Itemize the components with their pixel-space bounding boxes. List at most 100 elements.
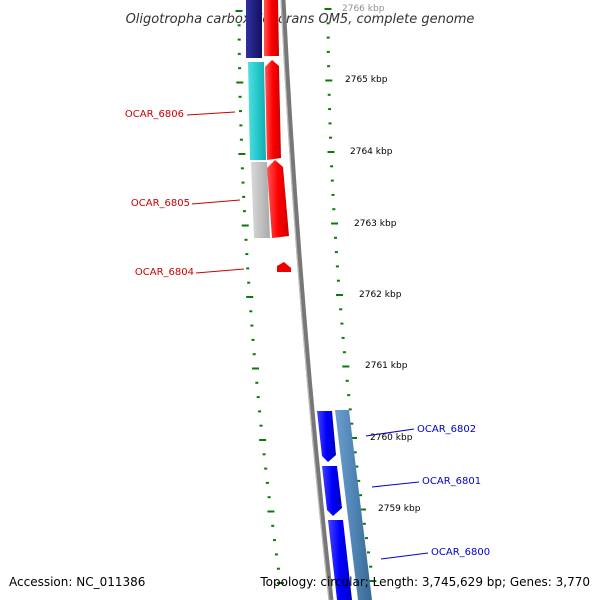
gene-arrow-ocar-6800 [328, 520, 352, 600]
gene-label: OCAR_6800 [431, 547, 490, 558]
gene-arrow-ocar-6805 [267, 160, 289, 238]
tick-mark [326, 50, 330, 53]
tick-mark [350, 437, 357, 439]
track-dot [255, 381, 259, 384]
track-dot [245, 253, 249, 256]
track-dot [239, 110, 242, 113]
track-dot [252, 353, 256, 356]
track-dot [251, 338, 255, 341]
gene-label: OCAR_6802 [417, 424, 476, 435]
tick-mark [340, 322, 344, 325]
track-dot [236, 81, 244, 84]
tick-mark [339, 308, 343, 311]
track-dot [271, 524, 275, 527]
tick-label: 2762 kbp [359, 290, 402, 300]
track-dot [249, 310, 253, 313]
track-dot [265, 481, 269, 484]
gene-gray-feature-ocar-6805 [251, 162, 270, 238]
tick-mark [341, 336, 345, 339]
tick-mark [326, 22, 330, 25]
map-title: Oligotropha carboxidovorans OM5, complet… [126, 12, 475, 27]
gene-label: OCAR_6805 [131, 198, 190, 209]
track-dot [237, 52, 241, 55]
track-dot [247, 281, 251, 284]
track-dot [240, 167, 244, 170]
gc-skew-track [235, 10, 284, 584]
track-dot [273, 539, 276, 542]
tick-mark [365, 537, 368, 540]
track-dot [256, 396, 260, 399]
gene-arrow-ocar-6802 [317, 411, 336, 462]
tick-mark [327, 65, 331, 68]
tick-label: 2759 kbp [378, 504, 421, 514]
tick-label: 2760 kbp [370, 433, 413, 443]
track-dot [274, 553, 278, 556]
tick-mark [334, 251, 338, 254]
tick-mark [328, 122, 332, 125]
tick-mark [336, 279, 340, 282]
tick-mark [353, 451, 357, 454]
tick-label: 2761 kbp [365, 361, 408, 371]
tick-mark [330, 179, 334, 182]
tick-mark [348, 408, 352, 411]
track-dot [241, 181, 245, 184]
gene-navy-feature [246, 0, 262, 58]
tick-mark [325, 79, 333, 82]
tick-mark [355, 465, 359, 468]
tick-label: 2766 kbp [342, 4, 385, 14]
track-dot [262, 453, 266, 456]
forward-features [264, 0, 352, 600]
gene-arrow-ocar-6806 [265, 60, 281, 160]
track-dot [259, 424, 263, 427]
track-dot [238, 153, 246, 155]
accession-text: Accession: NC_011386 [9, 575, 146, 589]
track-dot [241, 224, 249, 227]
track-dot [238, 95, 242, 98]
track-dot [246, 267, 250, 270]
tick-mark [345, 379, 349, 382]
tick-mark [369, 565, 373, 568]
track-dot [246, 296, 254, 298]
tick-mark [331, 222, 339, 225]
gene-arrow-top [264, 0, 279, 56]
track-dot [237, 24, 241, 27]
track-dot [238, 67, 242, 70]
track-dot [235, 10, 243, 12]
tick-mark [350, 422, 354, 425]
tick-mark [334, 236, 337, 239]
track-dot [267, 496, 271, 499]
tick-mark [359, 508, 366, 511]
gene-label-line [380, 552, 429, 560]
tick-labels: 2766 kbp 2765 kbp 2764 kbp 2763 kbp 2762… [342, 4, 421, 514]
tick-mark [359, 494, 363, 497]
tick-mark [336, 294, 343, 296]
gene-labels: OCAR_6806 OCAR_6805 OCAR_6804 OCAR_6802 … [125, 109, 490, 560]
tick-mark [327, 93, 331, 96]
gene-label-line [191, 199, 241, 205]
gene-label-line [365, 428, 415, 437]
tick-mark [332, 208, 336, 211]
track-dot [244, 238, 248, 241]
tick-mark [357, 479, 361, 482]
track-dot [276, 582, 284, 584]
gene-label-line [195, 268, 245, 274]
tick-mark [330, 165, 334, 168]
gene-cyan-feature-ocar-6806 [248, 62, 266, 160]
track-dot [242, 195, 246, 198]
gene-arrow-ocar-6804 [277, 262, 291, 272]
tick-mark [331, 193, 335, 196]
reverse-features [246, 0, 372, 600]
tick-label: 2763 kbp [354, 219, 397, 229]
gene-arrow-ocar-6801 [322, 466, 342, 516]
track-dot [252, 367, 259, 370]
tick-label: 2764 kbp [350, 147, 393, 157]
tick-mark [342, 365, 350, 368]
tick-mark [324, 8, 332, 10]
track-dot [242, 210, 246, 213]
track-dot [264, 467, 268, 470]
track-dot [259, 439, 267, 441]
track-dot [267, 510, 275, 513]
track-dot [237, 38, 241, 41]
tick-track [324, 8, 377, 582]
